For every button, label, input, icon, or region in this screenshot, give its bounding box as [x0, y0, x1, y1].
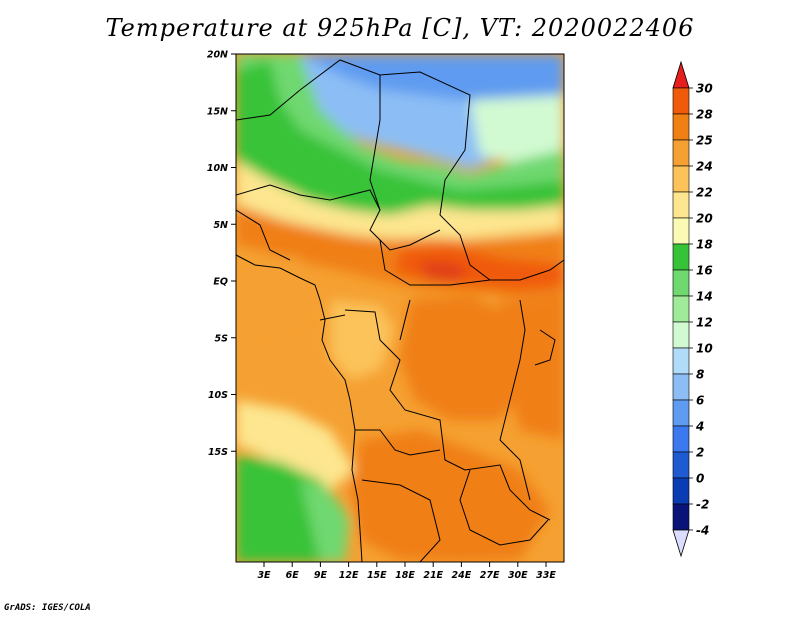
colorbar-label: 8 — [696, 368, 704, 382]
colorbar-swatch — [672, 321, 690, 349]
colorbar-label: 0 — [696, 472, 704, 486]
lon-label: 27E — [480, 570, 500, 581]
map-frame — [235, 53, 565, 563]
latitude-axis: 20N 15N 10N 5N EQ 5S 10S 15S — [207, 50, 236, 458]
colorbar-swatch — [672, 217, 690, 245]
colorbar-label: 10 — [696, 342, 713, 356]
lon-label: 33E — [536, 570, 556, 581]
lon-label: 24E — [452, 570, 472, 581]
colorbar-swatch — [672, 269, 690, 297]
colorbar-swatch — [672, 503, 690, 531]
colorbar-swatch — [672, 347, 690, 375]
lon-label: 3E — [257, 570, 271, 581]
colorbar-swatch — [672, 191, 690, 219]
colorbar-label: -4 — [696, 524, 709, 538]
lon-label: 6E — [286, 570, 300, 581]
grads-credit: GrADS: IGES/COLA — [4, 603, 91, 613]
colorbar-swatch — [672, 399, 690, 427]
colorbar-label: 14 — [696, 290, 713, 304]
colorbar-label: 25 — [696, 134, 713, 148]
colorbar-bottom-arrow — [672, 529, 690, 558]
lon-label: 21E — [423, 570, 443, 581]
colorbar-label: 28 — [696, 108, 713, 122]
colorbar-top-arrow — [672, 60, 690, 89]
colorbar-swatch — [672, 477, 690, 505]
colorbar-swatch — [672, 425, 690, 453]
lon-label: 18E — [395, 570, 415, 581]
colorbar-label: 6 — [696, 394, 704, 408]
lon-label: 30E — [508, 570, 528, 581]
country-borders — [236, 59, 564, 562]
lon-label: 12E — [339, 570, 359, 581]
colorbar-label: 18 — [696, 238, 713, 252]
colorbar-label: 2 — [696, 446, 704, 460]
colorbar-swatch — [672, 87, 690, 115]
colorbar-swatch — [672, 165, 690, 193]
temperature-field — [236, 54, 564, 562]
longitude-axis: 3E 6E 9E 12E 15E 18E 21E 24E 27E 30E 33E — [257, 562, 556, 581]
colorbar-swatch — [672, 139, 690, 167]
colorbar-label: 20 — [696, 212, 713, 226]
lat-label: 20N — [207, 50, 228, 61]
colorbar-swatch — [672, 451, 690, 479]
colorbar-swatch — [672, 295, 690, 323]
colorbar-swatch — [672, 373, 690, 401]
colorbar-swatch — [672, 243, 690, 271]
map-title: Temperature at 925hPa [C], VT: 202002240… — [105, 14, 695, 42]
lon-label: 9E — [314, 570, 328, 581]
colorbar-label: 24 — [696, 160, 713, 174]
lat-label: 5S — [215, 333, 229, 344]
lat-label: 5N — [213, 220, 228, 231]
colorbar-label: 12 — [696, 316, 713, 330]
lat-label: 10N — [207, 163, 228, 174]
colorbar-label: 30 — [696, 82, 713, 96]
lat-label: 10S — [208, 390, 228, 401]
colorbar-label: 4 — [695, 420, 704, 434]
lat-label: EQ — [213, 277, 228, 288]
colorbar-label: 22 — [696, 186, 713, 200]
colorbar-label: -2 — [696, 498, 709, 512]
colorbar-label: 16 — [696, 264, 713, 278]
lon-label: 15E — [367, 570, 387, 581]
lat-label: 15N — [207, 106, 228, 117]
lat-label: 15S — [208, 447, 228, 458]
colorbar-swatch — [672, 113, 690, 141]
